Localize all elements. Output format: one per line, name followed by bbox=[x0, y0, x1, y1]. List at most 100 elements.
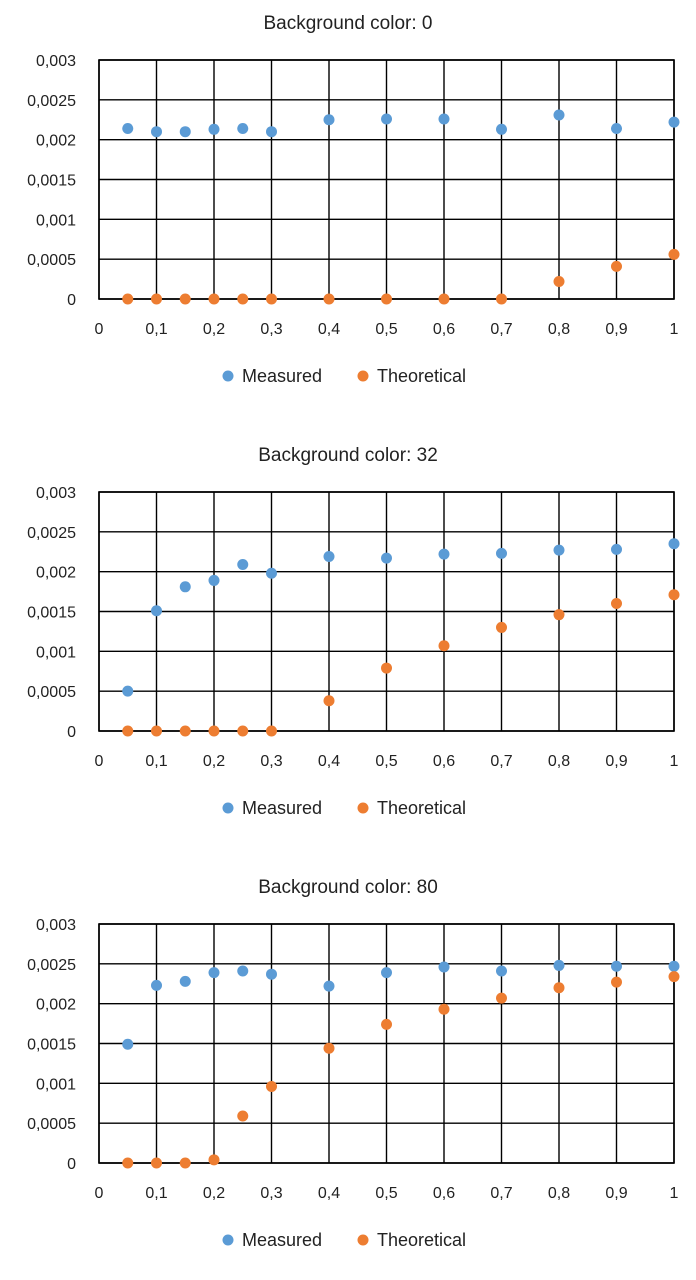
series-measured bbox=[122, 959, 680, 1050]
measured-point bbox=[151, 979, 162, 991]
x-tick-label: 0,7 bbox=[490, 753, 512, 770]
series-theoretical bbox=[122, 589, 680, 737]
measured-point bbox=[611, 543, 622, 555]
measured-point bbox=[323, 980, 335, 992]
legend-marker-theoretical bbox=[357, 802, 369, 814]
legend-label-theoretical: Theoretical bbox=[377, 798, 466, 818]
x-tick-label: 0,9 bbox=[605, 1185, 627, 1202]
scatter-chart-2: Background color: 32 0 0,0005 0,001 0,0015 0,… bbox=[27, 445, 680, 818]
theoretical-point bbox=[179, 1157, 191, 1169]
measured-point bbox=[611, 960, 622, 972]
measured-point bbox=[151, 605, 162, 617]
x-tick-label: 0,2 bbox=[203, 753, 225, 770]
y-tick-label: 0,003 bbox=[36, 53, 76, 70]
measured-point bbox=[179, 126, 191, 138]
theoretical-point bbox=[611, 260, 622, 272]
measured-point bbox=[323, 114, 335, 126]
legend-marker-measured bbox=[222, 370, 234, 382]
measured-point bbox=[266, 968, 277, 980]
legend: Measured Theoretical bbox=[222, 798, 466, 818]
theoretical-point bbox=[611, 976, 622, 988]
x-tick-label: 0,6 bbox=[433, 753, 455, 770]
measured-point bbox=[496, 965, 507, 977]
theoretical-point bbox=[179, 725, 191, 737]
x-tick-label: 0,4 bbox=[318, 321, 340, 338]
theoretical-point bbox=[323, 293, 335, 305]
theoretical-point bbox=[668, 971, 680, 983]
theoretical-point bbox=[381, 1018, 392, 1030]
y-tick-label: 0,0005 bbox=[27, 252, 76, 269]
y-tick-label: 0,001 bbox=[36, 1076, 76, 1093]
measured-point bbox=[611, 123, 622, 135]
theoretical-point bbox=[237, 1110, 249, 1122]
legend-label-measured: Measured bbox=[242, 798, 322, 818]
theoretical-point bbox=[668, 589, 680, 601]
y-tick-label: 0,0015 bbox=[27, 605, 76, 622]
x-tick-label: 1 bbox=[670, 321, 679, 338]
measured-point bbox=[266, 126, 277, 138]
measured-point bbox=[496, 123, 507, 135]
theoretical-point bbox=[208, 293, 220, 305]
theoretical-point bbox=[122, 1157, 134, 1169]
x-tick-label: 1 bbox=[670, 753, 679, 770]
x-tick-label: 0,5 bbox=[375, 321, 397, 338]
measured-point bbox=[553, 959, 565, 971]
chart-title: Background color: 0 bbox=[264, 13, 433, 34]
measured-point bbox=[208, 123, 220, 135]
theoretical-point bbox=[151, 1157, 162, 1169]
measured-point bbox=[179, 975, 191, 987]
measured-point bbox=[668, 960, 680, 972]
x-tick-label: 0,4 bbox=[318, 1185, 340, 1202]
x-tick-label: 0,3 bbox=[260, 1185, 282, 1202]
y-tick-label: 0,003 bbox=[36, 485, 76, 502]
measured-point bbox=[266, 567, 277, 579]
x-tick-label: 0,8 bbox=[548, 753, 570, 770]
x-tick-label: 0,9 bbox=[605, 753, 627, 770]
measured-point bbox=[179, 581, 191, 593]
y-tick-label: 0,002 bbox=[36, 133, 76, 150]
chart-title: Background color: 80 bbox=[258, 877, 438, 898]
theoretical-point bbox=[151, 293, 162, 305]
y-tick-label: 0,0025 bbox=[27, 525, 76, 542]
measured-point bbox=[381, 552, 392, 564]
measured-point bbox=[323, 551, 335, 563]
measured-point bbox=[553, 544, 565, 556]
x-tick-label: 0,7 bbox=[490, 1185, 512, 1202]
charts-container: Background color: 0 0 0,0005 0,001 0,0015 0,0… bbox=[27, 13, 680, 1250]
theoretical-point bbox=[179, 293, 191, 305]
legend: Measured Theoretical bbox=[222, 1230, 466, 1250]
theoretical-point bbox=[553, 982, 565, 994]
y-tick-label: 0,0005 bbox=[27, 1116, 76, 1133]
theoretical-point bbox=[381, 662, 392, 674]
y-tick-label: 0,002 bbox=[36, 565, 76, 582]
series-measured bbox=[122, 538, 680, 697]
measured-point bbox=[237, 965, 249, 977]
x-tick-label: 0 bbox=[95, 1185, 104, 1202]
theoretical-point bbox=[208, 725, 220, 737]
measured-point bbox=[208, 967, 220, 979]
theoretical-point bbox=[266, 1081, 277, 1093]
theoretical-point bbox=[611, 598, 622, 610]
measured-point bbox=[553, 109, 565, 121]
measured-point bbox=[122, 1038, 134, 1050]
legend-marker-theoretical bbox=[357, 370, 369, 382]
measured-point bbox=[237, 558, 249, 570]
measured-point bbox=[122, 685, 134, 697]
x-tick-label: 0,1 bbox=[145, 1185, 167, 1202]
measured-point bbox=[151, 126, 162, 138]
x-tick-label: 0,6 bbox=[433, 321, 455, 338]
measured-point bbox=[496, 547, 507, 559]
x-tick-label: 1 bbox=[670, 1185, 679, 1202]
measured-point bbox=[381, 967, 392, 979]
y-tick-label: 0,001 bbox=[36, 212, 76, 229]
series-theoretical bbox=[122, 971, 680, 1169]
legend-label-measured: Measured bbox=[242, 1230, 322, 1250]
x-tick-label: 0 bbox=[95, 753, 104, 770]
x-tick-label: 0,9 bbox=[605, 321, 627, 338]
x-tick-label: 0,8 bbox=[548, 321, 570, 338]
theoretical-point bbox=[323, 695, 335, 707]
theoretical-point bbox=[381, 293, 392, 305]
theoretical-point bbox=[266, 725, 277, 737]
theoretical-point bbox=[553, 275, 565, 287]
theoretical-point bbox=[151, 725, 162, 737]
